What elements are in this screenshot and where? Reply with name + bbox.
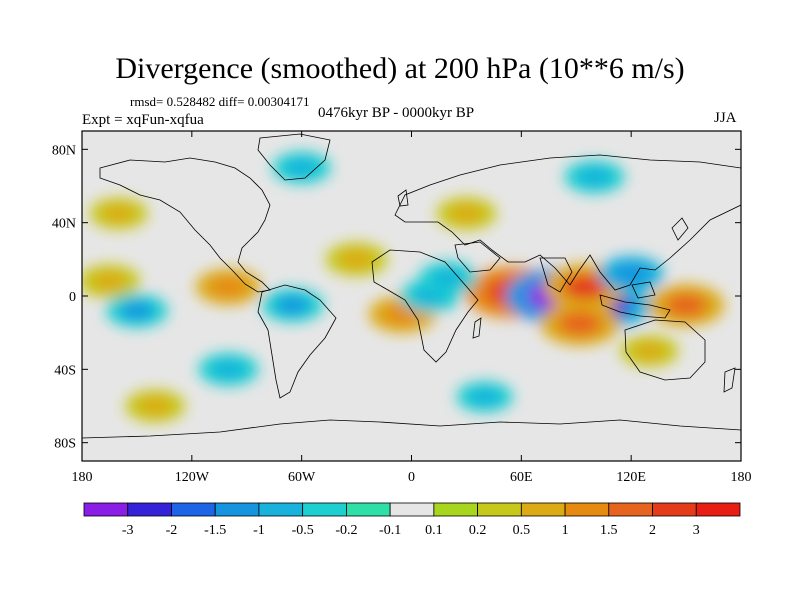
colorbar-swatch <box>695 502 741 517</box>
lon-label: 180 <box>731 470 752 485</box>
colorbar-label: 1.5 <box>600 523 618 538</box>
colorbar-swatch <box>83 502 129 517</box>
lat-label: 0 <box>69 290 76 305</box>
feature-southern-ocean-negative <box>469 388 501 406</box>
colorbar-label: -1 <box>253 523 265 538</box>
colorbar-label: 0.5 <box>513 523 531 538</box>
colorbar-swatch <box>477 502 522 517</box>
feature-bay-of-bengal-positive <box>562 274 609 300</box>
colorbar-label: -2 <box>166 523 178 538</box>
colorbar-swatch <box>214 502 260 517</box>
colorbar-label: -0.2 <box>335 523 357 538</box>
feature-siberia-negative <box>578 167 612 186</box>
coastlines <box>82 133 741 439</box>
lon-label: 180 <box>72 470 93 485</box>
lon-label: 120W <box>175 470 210 485</box>
colorbar-label: 0.2 <box>469 523 487 538</box>
lat-label: 80S <box>54 437 76 452</box>
colorbar-swatch <box>564 502 610 517</box>
colorbar-swatch <box>608 502 653 517</box>
feature-australia-positive <box>633 342 666 360</box>
stats-label: rmsd= 0.528482 diff= 0.00304171 <box>130 94 310 109</box>
colorbar-label: 1 <box>562 523 569 538</box>
axis-ticks <box>81 131 742 461</box>
lon-label: 0 <box>408 470 415 485</box>
experiment-label: Expt = xqFun-xqfua <box>82 112 204 128</box>
colorbar-label: -0.5 <box>292 523 314 538</box>
feature-europe-positive <box>449 204 483 223</box>
lat-label: 40S <box>54 363 76 378</box>
colorbar-swatch <box>127 502 172 517</box>
map-area <box>82 131 741 461</box>
feature-south-atlantic-positive <box>383 304 421 325</box>
colorbar-label: 2 <box>649 523 656 538</box>
feature-south-china-sea-negative <box>613 264 650 284</box>
feature-arctic-negative <box>285 158 318 177</box>
feature-central-america-positive <box>210 276 247 297</box>
colorbar-swatch <box>389 502 435 517</box>
feature-east-pacific-positive <box>92 271 127 291</box>
lon-label: 60W <box>288 470 316 485</box>
colorbar-swatch <box>258 502 304 517</box>
feature-amazon-negative <box>275 295 310 315</box>
feature-south-pacific-negative <box>211 360 245 379</box>
colorbar-swatch <box>652 502 697 517</box>
feature-south-indian-positive <box>557 311 602 336</box>
season-label: JJA <box>714 110 737 126</box>
feature-east-pacific-negative <box>119 301 154 321</box>
plot-title: Divergence (smoothed) at 200 hPa (10**6 … <box>115 52 685 85</box>
colorbar-swatch <box>520 502 566 517</box>
colorbar-label: -0.1 <box>379 523 401 538</box>
colorbar-label: -1.5 <box>204 523 226 538</box>
lon-label: 120E <box>616 470 646 485</box>
lat-label: 40N <box>52 217 76 232</box>
feature-north-atlantic-positive <box>339 249 374 269</box>
divergence-field <box>82 151 725 423</box>
feature-west-pacific-positive <box>665 293 708 317</box>
feature-africa-negative <box>432 268 465 287</box>
colorbar-swatch <box>171 502 216 517</box>
colorbar-swatch <box>433 502 479 517</box>
colorbar-swatch <box>302 502 347 517</box>
lat-label: 80N <box>52 143 76 158</box>
lon-label: 60E <box>510 470 533 485</box>
feature-north-pacific-positive <box>102 204 135 223</box>
colorbar-swatch <box>345 502 391 517</box>
axis-labels: 80N 40N 0 40S 80S 180 120W 60W 0 60E 120E 180 <box>52 143 752 485</box>
feature-southern-ocean-positive <box>138 396 172 416</box>
colorbar: -3 -2 -1.5 -1 -0.5 -0.2 -0.1 0.1 0.2 0.5 1 1.5 2 3 <box>83 502 741 538</box>
colorbar-label: -3 <box>122 523 134 538</box>
colorbar-label: 0.1 <box>425 523 443 538</box>
colorbar-label: 3 <box>693 523 700 538</box>
period-label: 0476kyr BP - 0000kyr BP <box>318 105 475 121</box>
